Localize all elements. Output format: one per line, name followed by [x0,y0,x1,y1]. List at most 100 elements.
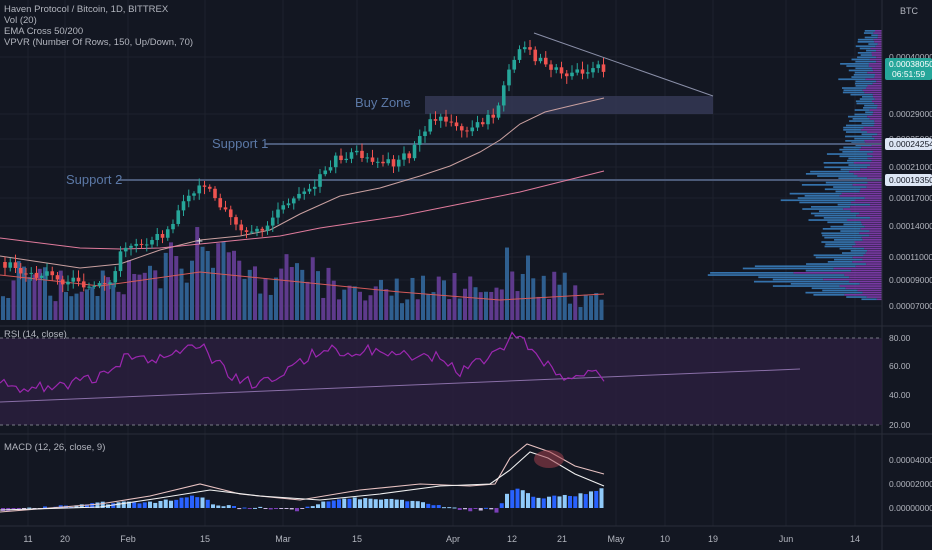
vpvr-row-down [867,71,882,74]
vpvr-row-down [852,184,882,186]
candle-body [87,286,91,288]
volume-bar [295,263,299,320]
candle-body [118,251,123,272]
symbol-title[interactable]: Haven Protocol / Bitcoin, 1D, BITTREX [4,4,169,15]
volume-bar [494,287,499,320]
vpvr-row-up [742,267,834,270]
vpvr-row-down [850,206,882,208]
candle-body [97,283,102,286]
macd-axis: 0.00004000 0.00002000 0.00000000 [889,455,932,513]
vpvr-row-up [835,190,860,193]
macd-histogram-bar [326,501,331,508]
macd-histogram-bar [447,507,452,509]
macd-histogram-bar [594,490,599,508]
macd-histogram-bar [321,501,326,508]
rsi-tick-label: 80.00 [889,333,911,343]
macd-histogram-bar [515,488,520,508]
vpvr-row-down [866,186,882,188]
candle-body [533,49,538,62]
volume-bar [389,295,394,320]
price-tick-label: 0.00021000 [889,162,932,172]
vpvr-row-down [874,41,882,43]
vpvr-row-up [810,212,860,215]
macd-histogram-bar [347,498,352,508]
candle-body [144,244,149,246]
vpvr-row-down [872,155,882,158]
candle-body [50,271,55,276]
support-1-price: 0.00024254 [889,139,932,149]
vpvr-row-up [845,124,874,127]
macd-histogram-bar [442,507,446,509]
volume-bar [43,267,47,320]
macd-histogram-bar [200,497,205,508]
macd-histogram-bar [358,499,362,508]
vpvr-row-up [799,201,851,204]
vpvr-row-down [861,221,882,224]
vpvr-row-up [839,155,873,158]
vpvr-row-up [845,131,868,133]
volume-bar [573,285,578,320]
vpvr-row-up [859,47,871,50]
vpvr-row-down [859,232,882,235]
candle-body [517,49,522,60]
candle-body [176,210,181,224]
volume-bar [11,280,16,320]
candle-body [291,198,296,204]
volume-bar [499,289,504,320]
macd-tick-label: 0.00002000 [889,479,932,489]
vpvr-row-down [859,212,882,215]
candle-body [312,186,317,189]
macd-histogram [1,488,604,513]
vpvr-row-down [855,265,882,268]
macd-legend[interactable]: MACD (12, 26, close, 9) [4,442,106,453]
indicator-ema-cross[interactable]: EMA Cross 50/200 [4,26,84,37]
macd-histogram-bar [473,508,478,509]
candle-body [339,155,343,161]
vpvr-row-down [859,148,882,151]
vpvr-row-up [857,38,874,41]
volume-bar [379,279,383,320]
support-2-price: 0.00019350 [889,175,932,185]
indicator-volume[interactable]: Vol (20) [4,15,37,26]
vpvr-row-down [863,254,882,257]
time-tick-label: 21 [557,534,567,544]
candle-body [66,281,70,285]
vpvr-row-down [852,261,882,263]
vpvr-row-up [863,107,877,109]
volume-bar [106,277,110,320]
vpvr-row-up [854,113,873,116]
time-axis[interactable]: 11 20 Feb 15 Mar 15 Apr 12 21 May 10 19 Jun 14 [23,534,860,544]
candle-body [323,170,328,175]
volume-bar [284,254,289,320]
candle-body [333,155,338,168]
vpvr-row-down [857,289,882,292]
rsi-legend[interactable]: RSI (14, close) [4,329,67,340]
candle-body [307,188,312,192]
vpvr-row-up [772,285,840,287]
macd-histogram-bar [22,508,26,510]
candle-body [202,185,207,187]
vpvr-row-down [860,188,882,191]
vpvr-row-up [848,164,871,166]
candle-body [134,243,139,246]
vpvr-row-down [874,102,882,105]
volume-bar [169,242,173,320]
vpvr-row-up [855,85,868,87]
vpvr-row-up [838,177,868,180]
volume-bar [583,294,588,320]
volume-bar [510,271,515,320]
candle-body [480,122,485,125]
macd-histogram-bar [400,499,404,508]
macd-histogram-bar [300,508,305,509]
vpvr-row-down [874,76,882,78]
indicator-vpvr[interactable]: VPVR (Number Of Rows, 150, Up/Down, 70) [4,37,194,48]
volume-bar [153,270,158,320]
volume-bar [547,299,551,320]
vpvr-row-up [843,223,863,226]
vpvr-row-down [872,151,882,153]
candle-body [60,279,65,285]
candle-body [150,240,154,245]
vpvr-row-down [855,243,882,246]
vpvr-row-down [876,107,882,109]
